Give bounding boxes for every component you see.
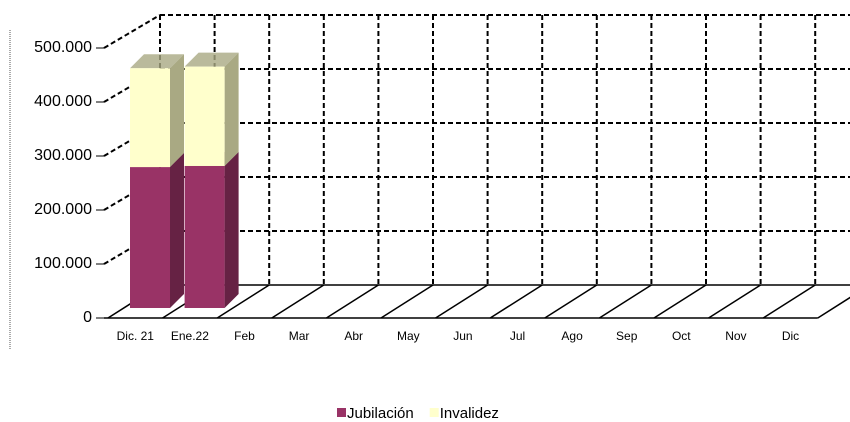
y-tick-label: 500.000 [34,39,92,56]
floor-line [489,284,543,319]
grid-line [103,14,161,49]
bar-side [170,153,184,308]
legend-label: Invalidez [440,405,499,422]
y-tick-label: 100.000 [34,255,92,272]
bar-top [184,52,239,67]
bar-side [170,54,184,168]
x-tick-label: Mar [289,329,310,343]
floor-line [598,284,652,319]
bar [184,66,225,166]
floor-line [708,284,762,319]
legend-label: Jubilación [347,405,414,422]
bar-top [130,54,184,69]
x-tick-label: Jun [453,329,472,343]
floor-line [380,284,434,319]
y-tick-label: 400.000 [34,93,92,110]
bar [130,68,170,168]
x-tick-label: Ago [561,329,583,343]
x-tick-label: Nov [725,329,746,343]
floor-line [271,284,325,319]
floor-line [762,284,816,319]
x-tick-label: Oct [672,329,691,343]
bar-side [224,52,239,166]
x-tick-label: Abr [344,329,363,343]
bar [184,165,225,308]
x-tick-label: Ene.22 [171,329,209,343]
x-tick-label: Feb [234,329,255,343]
bar-side [224,151,239,308]
x-tick-label: Sep [616,329,638,343]
bar [130,167,170,308]
floor-line [435,284,489,319]
floor-line [653,284,707,319]
x-tick-label: Jul [510,329,525,343]
y-tick-label: 300.000 [34,147,92,164]
floor-line [817,296,850,319]
y-tick-label: 0 [83,309,92,326]
x-tick-label: Dic [782,329,799,343]
legend-swatch [337,408,346,417]
x-tick-label: May [397,329,420,343]
floor-line [216,284,270,319]
x-tick-label: Dic. 21 [117,329,155,343]
floor-line [325,284,379,319]
floor-line [544,284,598,319]
legend-swatch [429,408,439,417]
y-tick-label: 200.000 [34,201,92,218]
